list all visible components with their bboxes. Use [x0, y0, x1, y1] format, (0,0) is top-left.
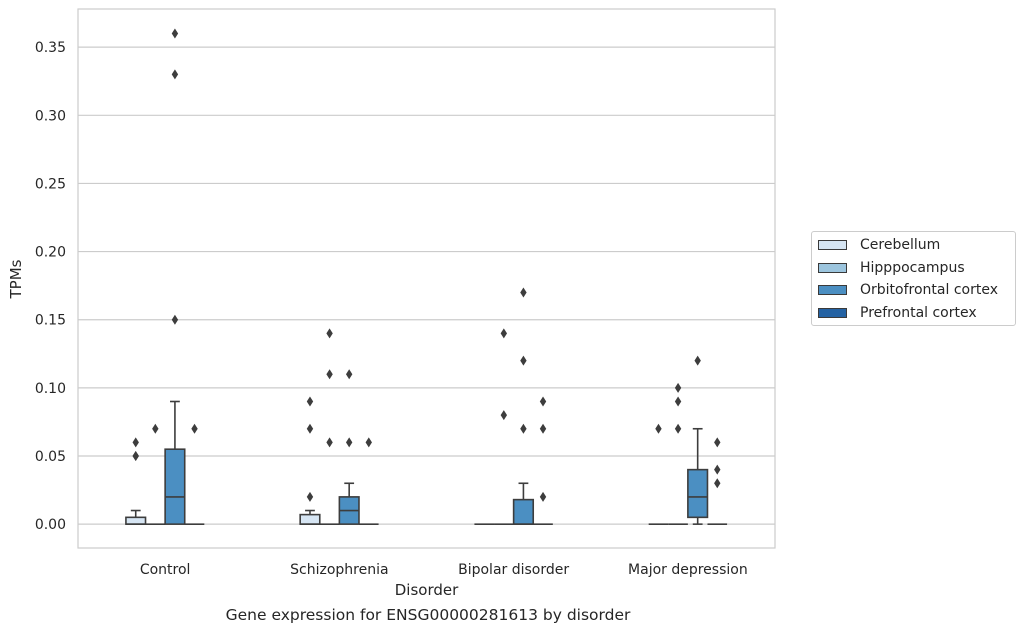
legend-label: Orbitofrontal cortex [860, 282, 998, 298]
x-axis-label: Disorder [395, 581, 459, 599]
x-tick-label: Control [140, 562, 191, 578]
outlier-point [132, 437, 139, 448]
box-plot-cerebellum [648, 423, 669, 525]
box-plot-orbitofrontal-cortex [164, 28, 186, 525]
outlier-point [171, 314, 179, 325]
y-tick-label: 0.10 [35, 381, 66, 397]
outlier-point [500, 328, 508, 339]
box-plot-hipppocampus [668, 382, 688, 525]
outlier-point [365, 437, 372, 448]
legend-label: Cerebellum [860, 237, 941, 253]
y-tick-label: 0.35 [35, 40, 66, 56]
y-tick-label: 0.25 [35, 176, 66, 192]
legend-swatch [818, 262, 847, 273]
box-plot-orbitofrontal-cortex [687, 355, 709, 525]
outlier-point [539, 396, 547, 407]
y-axis-label: TPMs [7, 259, 25, 299]
outlier-point [171, 28, 179, 39]
legend-swatch [818, 307, 847, 318]
box-body [125, 516, 147, 525]
x-tick-label: Major depression [628, 562, 748, 578]
box-plot-prefrontal-cortex [707, 437, 728, 525]
outlier-point [326, 369, 333, 380]
plot-frame [77, 8, 776, 549]
outlier-point [674, 396, 682, 407]
outlier-point [674, 423, 682, 434]
outlier-point [694, 355, 701, 366]
outlier-point [674, 382, 682, 393]
outlier-point [306, 396, 314, 407]
x-tick-label: Bipolar disorder [458, 562, 569, 578]
legend-label: Prefrontal cortex [860, 304, 977, 321]
outlier-point [500, 410, 508, 421]
box-body [687, 468, 709, 519]
outlier-point [171, 69, 179, 80]
outlier-point [714, 437, 721, 448]
box-plot-cerebellum [125, 437, 147, 525]
outlier-point [520, 355, 527, 366]
outlier-point [326, 328, 333, 339]
y-tick-label: 0.15 [35, 313, 66, 329]
outlier-point [520, 287, 527, 298]
outlier-point [655, 423, 662, 434]
outlier-point [520, 423, 527, 434]
outlier-point [714, 464, 721, 475]
box-plot-prefrontal-cortex [533, 396, 553, 525]
box-plot-prefrontal-cortex [358, 437, 379, 525]
box-plot-orbitofrontal-cortex [512, 287, 535, 525]
box-plot-hipppocampus [494, 328, 514, 525]
box-plot-cerebellum [299, 396, 321, 525]
legend: Cerebellum Hipppocampus Orbitofrontal cort… [811, 231, 1016, 326]
legend-item: Prefrontal cortex [818, 304, 977, 322]
outlier-point [191, 423, 198, 434]
outlier-point [539, 491, 547, 502]
y-tick-label: 0.00 [35, 517, 66, 533]
tick-label-layer: 0.00 0.05 0.10 0.15 0.20 0.25 0.30 0.35 Control S… [35, 40, 748, 578]
legend-item: Hipppocampus [818, 259, 965, 277]
box-plot-hipppocampus [145, 423, 166, 525]
y-tick-label: 0.20 [35, 245, 66, 261]
outlier-point [306, 423, 314, 434]
outlier-point [152, 423, 159, 434]
grid-layer [78, 46, 775, 525]
box-body [512, 498, 535, 525]
x-tick-label: Schizophrenia [290, 562, 388, 578]
legend-item: Cerebellum [818, 236, 940, 254]
outlier-point [714, 478, 721, 489]
legend-label: Hipppocampus [860, 259, 965, 276]
figure-caption: Gene expression for ENSG00000281613 by d… [225, 606, 631, 624]
box-body [299, 513, 321, 525]
legend-swatch [818, 240, 847, 250]
legend-item: Orbitofrontal cortex [818, 281, 998, 299]
box-plot-orbitofrontal-cortex [338, 369, 360, 525]
box-body [164, 448, 186, 525]
box-plot-prefrontal-cortex [184, 423, 205, 525]
outlier-point [539, 423, 547, 434]
outlier-point [345, 437, 353, 448]
y-tick-label: 0.05 [35, 449, 66, 465]
outlier-point [326, 437, 333, 448]
legend-swatch [818, 285, 847, 295]
y-tick-label: 0.30 [35, 108, 66, 124]
box-plot-hipppocampus [319, 328, 340, 525]
outlier-point [345, 369, 353, 380]
outlier-point [306, 491, 314, 502]
box-mark-layer [125, 28, 728, 525]
outlier-point [132, 451, 139, 462]
